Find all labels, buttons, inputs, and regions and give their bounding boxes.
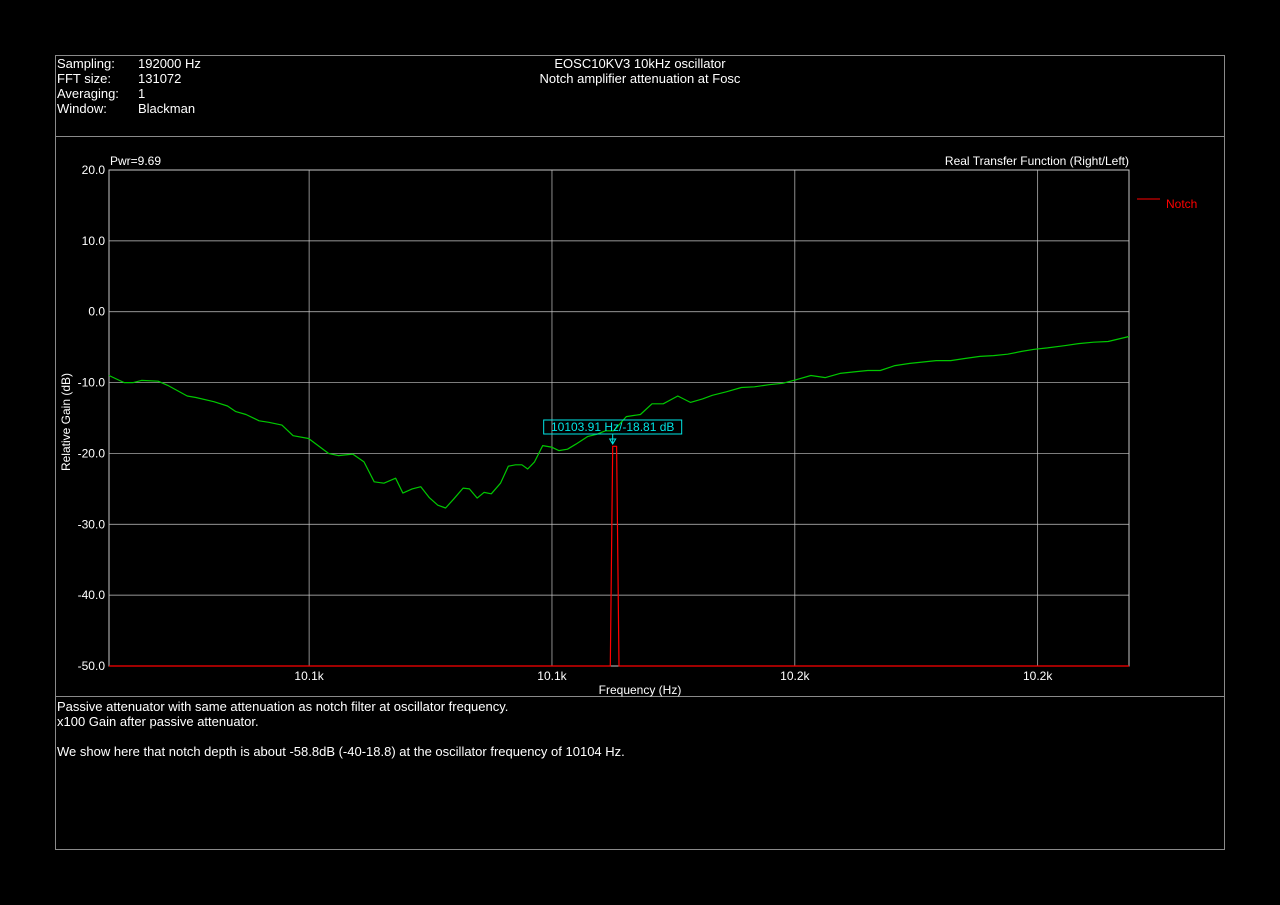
y-tick-label: 20.0 — [82, 163, 106, 177]
notes-panel: Passive attenuator with same attenuation… — [57, 699, 625, 759]
y-tick-label: -50.0 — [78, 659, 106, 673]
x-axis-label: Frequency (Hz) — [599, 683, 682, 697]
cursor-marker[interactable]: 10103.91 Hz/-18.81 dB — [543, 419, 683, 445]
x-tick-label: 10.2k — [1023, 669, 1053, 683]
chart-frame — [55, 55, 1225, 850]
page-subtitle: Notch amplifier attenuation at Fosc — [539, 71, 741, 86]
series-layer — [108, 335, 1130, 667]
note-line: We show here that notch depth is about -… — [57, 744, 625, 759]
y-axis-label: Relative Gain (dB) — [59, 373, 73, 471]
legend: Notch — [1137, 197, 1197, 211]
series-line-notch — [109, 445, 1129, 667]
y-tick-label: 0.0 — [88, 305, 105, 319]
chart-title: Real Transfer Function (Right/Left) — [945, 154, 1129, 168]
note-line: Passive attenuator with same attenuation… — [57, 699, 509, 714]
note-line: x100 Gain after passive attenuator. — [57, 714, 259, 729]
y-tick-label: -10.0 — [78, 376, 106, 390]
y-tick-label: -30.0 — [78, 517, 106, 531]
info-key: Averaging: — [57, 86, 119, 101]
series-line-gain — [108, 335, 1130, 509]
x-tick-label: 10.1k — [294, 669, 324, 683]
x-tick-labels: 10.1k 10.1k 10.2k 10.2k — [294, 669, 1053, 683]
note-line — [57, 729, 625, 744]
cursor-label: 10103.91 Hz/-18.81 dB — [551, 420, 674, 434]
header-separator — [55, 136, 1225, 137]
x-tick-label: 10.1k — [537, 669, 567, 683]
info-key: Sampling: — [57, 56, 115, 71]
info-key: FFT size: — [57, 71, 111, 86]
y-tick-label: -40.0 — [78, 588, 106, 602]
page-title: EOSC10KV3 10kHz oscillator — [554, 56, 726, 71]
plot-border — [108, 169, 1130, 667]
y-tick-labels: 20.0 10.0 0.0 -10.0 -20.0 -30.0 -40.0 -50.0 — [78, 163, 106, 673]
y-tick-label: -20.0 — [78, 446, 106, 460]
info-value: 192000 Hz — [138, 56, 201, 71]
notes-separator — [55, 696, 1225, 697]
info-value: 1 — [138, 86, 146, 101]
cursor-arrow-icon — [608, 438, 617, 445]
info-key: Window: — [57, 101, 107, 116]
x-tick-label: 10.2k — [780, 669, 810, 683]
info-value: 131072 — [138, 71, 182, 86]
power-label: Pwr=9.69 — [110, 154, 161, 168]
info-value: Blackman — [138, 101, 196, 116]
y-tick-label: 10.0 — [82, 234, 106, 248]
legend-item-notch[interactable]: Notch — [1166, 197, 1197, 211]
grid — [108, 169, 1130, 667]
